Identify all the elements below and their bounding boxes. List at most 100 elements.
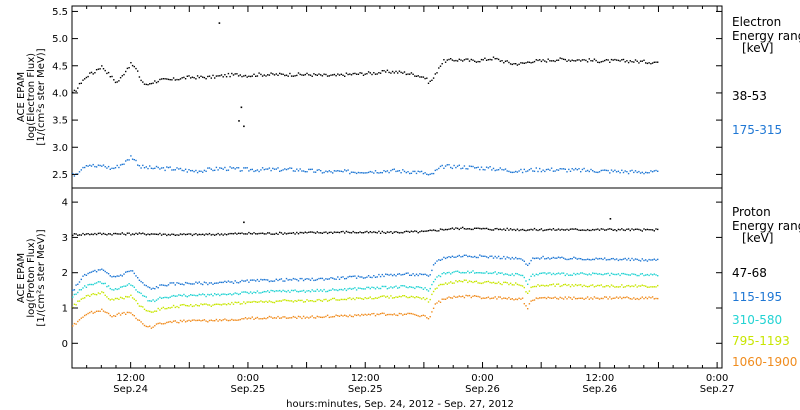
electron-point [207, 167, 209, 169]
proton-point [450, 281, 452, 283]
proton-point [130, 234, 132, 236]
electron-point [496, 169, 498, 171]
electron-point [530, 167, 532, 170]
proton-point [207, 283, 209, 286]
electron-point [400, 71, 402, 74]
electron-point [391, 70, 394, 73]
proton-point [261, 291, 264, 293]
electron-point [390, 169, 392, 172]
proton-point [612, 273, 614, 275]
electron-point [532, 61, 534, 64]
proton-point [610, 272, 613, 275]
proton-point [249, 279, 252, 281]
proton-point [458, 228, 460, 231]
proton-point [366, 314, 368, 316]
proton-point [320, 277, 322, 280]
proton-point [338, 299, 341, 301]
proton-point [181, 295, 183, 297]
proton-point [610, 258, 613, 260]
electron-point [282, 73, 284, 75]
proton-point [417, 296, 419, 298]
electron-point [528, 61, 531, 63]
proton-point [234, 232, 236, 234]
electron-point [113, 79, 115, 81]
proton-point [633, 273, 635, 275]
electron-point [453, 60, 455, 62]
proton-point [615, 286, 618, 288]
proton-point [330, 231, 332, 233]
electron-point [614, 169, 616, 171]
proton-point [316, 278, 318, 281]
proton-point [304, 301, 306, 303]
electron-point [296, 74, 298, 77]
proton-point [114, 315, 117, 317]
electron-point [217, 169, 219, 171]
electron-point [484, 57, 486, 59]
proton-point [330, 277, 332, 279]
electron-point [326, 171, 329, 173]
proton-point [533, 275, 536, 277]
proton-point [344, 288, 346, 290]
electron-point [497, 169, 500, 171]
proton-point [109, 275, 111, 277]
proton-point [140, 233, 142, 235]
electron-point [441, 164, 443, 167]
proton-point [248, 281, 250, 283]
proton-point [205, 320, 207, 322]
proton-point [633, 297, 635, 299]
electron-point [504, 168, 507, 170]
electron-point [89, 72, 91, 74]
electron-point [147, 167, 149, 170]
electron-point [314, 171, 317, 173]
proton-point [491, 297, 493, 299]
proton-point [598, 298, 601, 300]
electron-point [573, 60, 575, 62]
electron-point [638, 62, 640, 64]
proton-point [450, 228, 452, 230]
proton-point [95, 282, 98, 284]
electron-point [284, 74, 286, 77]
proton-point [172, 304, 175, 307]
proton-point [123, 285, 125, 287]
proton-point [147, 300, 149, 302]
proton-point [566, 273, 568, 275]
electron-point [231, 72, 233, 75]
proton-point [557, 298, 560, 300]
proton-point [561, 256, 563, 258]
proton-point [214, 282, 216, 284]
electron-point [171, 169, 173, 171]
proton-point [443, 229, 445, 231]
proton-point [333, 289, 336, 291]
proton-point [111, 234, 113, 236]
proton-point [523, 303, 525, 305]
proton-series-1060-1900 [72, 294, 659, 329]
proton-point [424, 298, 426, 301]
proton-point [390, 273, 392, 276]
proton-point [265, 317, 267, 320]
proton-point [116, 288, 118, 291]
proton-point [335, 278, 337, 280]
proton-point [265, 279, 267, 281]
proton-point [557, 228, 560, 230]
proton-point [328, 316, 330, 319]
electron-point [619, 172, 621, 174]
proton-point [243, 301, 245, 303]
electron-outlier-point [218, 22, 221, 24]
x-ticks: 12:00Sep.240:00Sep.2512:00Sep.250:00Sep.… [71, 6, 734, 395]
electron-point [338, 170, 341, 172]
proton-point [571, 258, 573, 260]
proton-point [207, 233, 209, 236]
proton-point [364, 277, 366, 279]
proton-point [438, 274, 440, 277]
proton-point [210, 234, 212, 236]
proton-point [301, 299, 303, 302]
electron-point [537, 170, 539, 173]
proton-point [595, 297, 597, 299]
proton-point [364, 231, 366, 233]
electron-point [323, 171, 325, 174]
electron-point [402, 72, 404, 74]
proton-point [354, 231, 356, 234]
proton-point [236, 292, 238, 295]
proton-point [559, 296, 561, 299]
proton-point [128, 232, 130, 234]
